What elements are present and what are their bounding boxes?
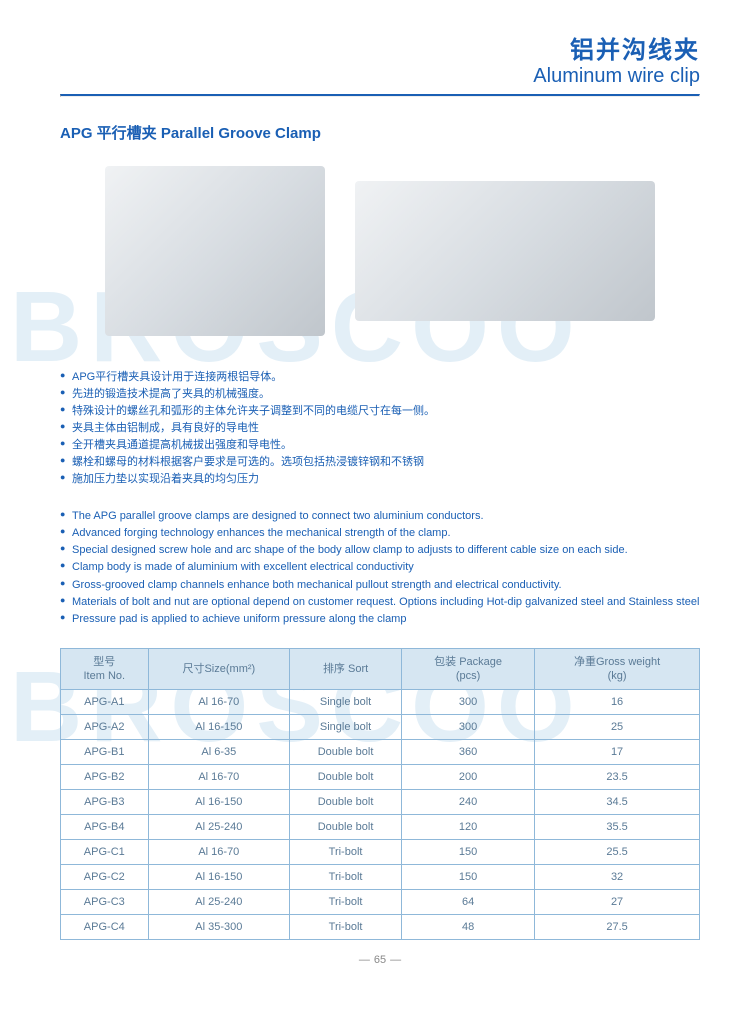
table-cell: 300 — [402, 690, 535, 715]
table-cell: 34.5 — [535, 790, 700, 815]
table-row: APG-C1Al 16-70Tri-bolt15025.5 — [61, 840, 700, 865]
product-subtitle: APG 平行槽夹 Parallel Groove Clamp — [60, 122, 700, 143]
table-cell: Al 16-150 — [148, 790, 290, 815]
table-cell: APG-C4 — [61, 915, 149, 940]
table-cell: APG-B3 — [61, 790, 149, 815]
table-cell: 150 — [402, 840, 535, 865]
product-image-parts — [355, 181, 655, 321]
feature-bullet: APG平行槽夹具设计用于连接两根铝导体。 — [60, 369, 700, 386]
feature-bullet: Clamp body is made of aluminium with exc… — [60, 559, 700, 576]
product-images — [60, 161, 700, 341]
feature-bullet: The APG parallel groove clamps are desig… — [60, 508, 700, 525]
feature-bullet: Advanced forging technology enhances the… — [60, 525, 700, 542]
table-cell: 240 — [402, 790, 535, 815]
table-cell: 48 — [402, 915, 535, 940]
table-cell: 17 — [535, 740, 700, 765]
feature-list-english: The APG parallel groove clamps are desig… — [60, 508, 700, 627]
table-cell: APG-B4 — [61, 815, 149, 840]
table-cell: 200 — [402, 765, 535, 790]
table-cell: 23.5 — [535, 765, 700, 790]
table-cell: 300 — [402, 715, 535, 740]
title-english: Aluminum wire clip — [60, 65, 700, 88]
feature-bullet: Pressure pad is applied to achieve unifo… — [60, 611, 700, 628]
table-cell: 360 — [402, 740, 535, 765]
table-cell: 120 — [402, 815, 535, 840]
product-image-assembled — [105, 166, 325, 336]
table-cell: APG-A2 — [61, 715, 149, 740]
table-cell: Al 6-35 — [148, 740, 290, 765]
feature-bullet: 螺栓和螺母的材料根据客户要求是可选的。选项包括热浸镀锌钢和不锈钢 — [60, 454, 700, 471]
table-cell: 16 — [535, 690, 700, 715]
table-cell: Al 16-150 — [148, 715, 290, 740]
table-cell: Al 16-70 — [148, 765, 290, 790]
table-cell: 27.5 — [535, 915, 700, 940]
table-cell: 32 — [535, 865, 700, 890]
table-cell: Double bolt — [290, 815, 402, 840]
table-cell: Al 16-70 — [148, 690, 290, 715]
table-cell: Single bolt — [290, 715, 402, 740]
table-row: APG-B3Al 16-150Double bolt24034.5 — [61, 790, 700, 815]
table-cell: 25 — [535, 715, 700, 740]
table-cell: Al 25-240 — [148, 815, 290, 840]
spec-table: 型号Item No.尺寸Size(mm²)排序 Sort包装 Package(p… — [60, 648, 700, 941]
table-row: APG-A1Al 16-70Single bolt30016 — [61, 690, 700, 715]
table-cell: Double bolt — [290, 790, 402, 815]
table-cell: Single bolt — [290, 690, 402, 715]
table-cell: Tri-bolt — [290, 865, 402, 890]
table-cell: Tri-bolt — [290, 840, 402, 865]
page-header: 铝并沟线夹 Aluminum wire clip — [60, 30, 700, 88]
table-cell: APG-C2 — [61, 865, 149, 890]
table-cell: Tri-bolt — [290, 915, 402, 940]
table-row: APG-A2Al 16-150Single bolt30025 — [61, 715, 700, 740]
feature-bullet: Materials of bolt and nut are optional d… — [60, 594, 700, 611]
table-row: APG-C3Al 25-240Tri-bolt6427 — [61, 890, 700, 915]
table-row: APG-C4Al 35-300Tri-bolt4827.5 — [61, 915, 700, 940]
table-row: APG-B2Al 16-70Double bolt20023.5 — [61, 765, 700, 790]
table-cell: APG-A1 — [61, 690, 149, 715]
table-cell: Al 35-300 — [148, 915, 290, 940]
table-cell: Al 16-70 — [148, 840, 290, 865]
table-cell: Double bolt — [290, 740, 402, 765]
table-cell: APG-C3 — [61, 890, 149, 915]
feature-bullet: 全开槽夹具通道提高机械拔出强度和导电性。 — [60, 437, 700, 454]
feature-bullet: Gross-grooved clamp channels enhance bot… — [60, 577, 700, 594]
feature-list-chinese: APG平行槽夹具设计用于连接两根铝导体。先进的锻造技术提高了夹具的机械强度。特殊… — [60, 369, 700, 488]
feature-bullet: 特殊设计的螺丝孔和弧形的主体允许夹子调整到不同的电缆尺寸在每一侧。 — [60, 403, 700, 420]
table-cell: 35.5 — [535, 815, 700, 840]
title-chinese: 铝并沟线夹 — [60, 30, 700, 65]
feature-bullet: 先进的锻造技术提高了夹具的机械强度。 — [60, 386, 700, 403]
header-rule — [60, 94, 700, 97]
table-cell: 64 — [402, 890, 535, 915]
table-cell: 27 — [535, 890, 700, 915]
table-cell: 25.5 — [535, 840, 700, 865]
table-row: APG-B1Al 6-35Double bolt36017 — [61, 740, 700, 765]
table-cell: APG-B2 — [61, 765, 149, 790]
table-header-cell: 型号Item No. — [61, 648, 149, 690]
feature-bullet: Special designed screw hole and arc shap… — [60, 542, 700, 559]
table-cell: APG-C1 — [61, 840, 149, 865]
table-cell: 150 — [402, 865, 535, 890]
page-number: 65 — [60, 954, 700, 966]
table-cell: Al 16-150 — [148, 865, 290, 890]
table-cell: Double bolt — [290, 765, 402, 790]
table-cell: Al 25-240 — [148, 890, 290, 915]
feature-bullet: 夹具主体由铝制成，具有良好的导电性 — [60, 420, 700, 437]
table-header-cell: 尺寸Size(mm²) — [148, 648, 290, 690]
table-header-cell: 包装 Package(pcs) — [402, 648, 535, 690]
table-row: APG-C2Al 16-150Tri-bolt15032 — [61, 865, 700, 890]
table-row: APG-B4Al 25-240Double bolt12035.5 — [61, 815, 700, 840]
table-header-cell: 净重Gross weight(kg) — [535, 648, 700, 690]
feature-bullet: 施加压力垫以实现沿着夹具的均匀压力 — [60, 471, 700, 488]
table-header-cell: 排序 Sort — [290, 648, 402, 690]
table-cell: APG-B1 — [61, 740, 149, 765]
table-cell: Tri-bolt — [290, 890, 402, 915]
